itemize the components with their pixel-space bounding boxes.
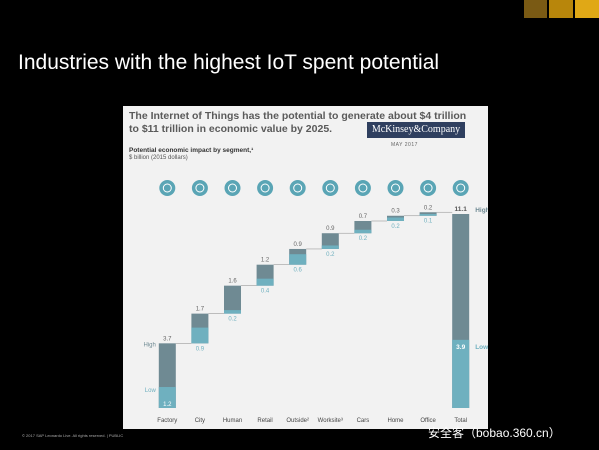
bar-low xyxy=(256,278,274,286)
human-icon-glyph xyxy=(228,183,237,193)
factory-icon xyxy=(159,180,176,196)
bar-low xyxy=(452,339,470,408)
accent-bar-light xyxy=(575,0,599,18)
bar-low xyxy=(387,217,404,221)
x-tick-label: Worksite³ xyxy=(318,418,343,424)
data-label-low: 0.9 xyxy=(196,346,205,352)
data-label-high: 0.7 xyxy=(359,214,368,220)
x-tick-label: Factory xyxy=(157,418,177,424)
cars-icon-glyph xyxy=(358,183,368,193)
x-tick-label: Office xyxy=(420,418,436,424)
x-tick-label: Outside² xyxy=(286,418,309,424)
bar-low xyxy=(158,387,176,408)
home-icon xyxy=(387,180,404,196)
data-label-low: 0.1 xyxy=(424,219,433,225)
outside-icon-glyph xyxy=(293,183,303,193)
data-label-high: 0.9 xyxy=(326,226,335,232)
bar-high xyxy=(224,285,241,314)
data-label-low: 0.2 xyxy=(359,236,368,242)
chart-subhead: Potential economic impact by segment,¹ xyxy=(129,147,254,154)
x-tick-label: Total xyxy=(454,418,467,424)
outside-icon xyxy=(289,180,306,196)
x-tick-label: City xyxy=(195,418,205,424)
city-icon-glyph xyxy=(195,183,205,193)
retail-icon-glyph xyxy=(260,183,270,193)
publication-date: MAY 2017 xyxy=(391,142,418,148)
data-label-high: 0.2 xyxy=(424,205,433,211)
data-label-low: 0.6 xyxy=(294,268,303,274)
bar-low xyxy=(354,229,372,234)
data-label-high: 1.2 xyxy=(261,258,270,264)
data-label-high: 0.3 xyxy=(391,209,400,215)
chart-units: $ billion (2015 dollars) xyxy=(129,155,188,161)
bar-low xyxy=(191,327,209,344)
data-label-high: 11.1 xyxy=(455,206,468,213)
chart-panel: The Internet of Things has the potential… xyxy=(123,106,488,429)
data-label-low: 0.2 xyxy=(391,224,400,230)
inline-label-low: Low xyxy=(145,388,157,394)
chart-headline: The Internet of Things has the potential… xyxy=(129,110,467,135)
data-label-low: 0.2 xyxy=(326,252,335,258)
bar-low xyxy=(321,245,339,249)
retail-icon xyxy=(257,180,274,196)
factory-icon-glyph xyxy=(162,183,172,193)
bar-low xyxy=(419,214,437,216)
x-tick-label: Cars xyxy=(357,418,370,424)
inline-label-high: High xyxy=(475,207,488,214)
accent-bar-mid xyxy=(549,0,573,18)
data-label-low: 0.2 xyxy=(228,317,237,323)
data-label-low: 0.4 xyxy=(261,289,270,295)
waterfall-chart: 3.7 1.2 High Low Factory 1.7 0.9 City 1.6 0.2 Huma… xyxy=(143,180,488,424)
slide-title: Industries with the highest IoT spent po… xyxy=(18,51,440,74)
city-icon xyxy=(191,180,208,196)
bar-low xyxy=(289,254,307,265)
data-label-high: 0.9 xyxy=(294,242,303,248)
cars-icon xyxy=(354,180,371,196)
accent-bar-dark xyxy=(524,0,547,18)
human-icon xyxy=(224,180,241,196)
data-label-high: 1.7 xyxy=(196,307,205,313)
bar-high xyxy=(321,233,339,249)
data-label-high: 3.7 xyxy=(163,336,172,342)
worksite-icon-glyph xyxy=(325,183,335,193)
x-tick-label: Human xyxy=(223,418,242,424)
inline-label-high: High xyxy=(143,342,155,348)
bar-low xyxy=(224,310,241,314)
office-icon-glyph xyxy=(423,183,433,193)
total-icon-glyph xyxy=(456,183,466,193)
total-icon xyxy=(452,180,469,196)
watermark: 安全客（bobao.360.cn） xyxy=(428,426,561,440)
data-label-low: 3.9 xyxy=(456,344,465,351)
x-tick-label: Retail xyxy=(257,418,272,424)
data-label-high: 1.6 xyxy=(228,279,237,285)
data-label-low: 1.2 xyxy=(163,402,172,408)
home-icon-glyph xyxy=(391,183,400,193)
x-tick-label: Home xyxy=(387,418,404,424)
worksite-icon xyxy=(322,180,339,196)
mckinsey-logo: McKinsey&Company xyxy=(367,122,465,138)
copyright-footnote: © 2017 SAP Leonardo Live. All rights res… xyxy=(22,433,124,438)
inline-label-low: Low xyxy=(475,344,488,351)
office-icon xyxy=(420,180,437,196)
